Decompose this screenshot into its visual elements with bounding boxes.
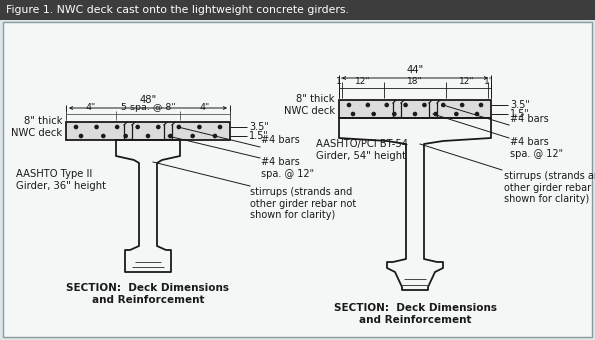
Text: 8" thick
NWC deck: 8" thick NWC deck — [11, 116, 62, 138]
Circle shape — [146, 134, 149, 138]
Circle shape — [198, 125, 201, 129]
Text: 4": 4" — [86, 103, 96, 112]
Circle shape — [95, 125, 98, 129]
Text: 12": 12" — [355, 77, 371, 86]
Text: stirrups (strands and
other girder rebar not
shown for clarity): stirrups (strands and other girder rebar… — [504, 171, 595, 204]
Text: AASHTO/PCI BT-54
Girder, 54" height: AASHTO/PCI BT-54 Girder, 54" height — [316, 139, 408, 161]
Text: #4 bars
spa. @ 12": #4 bars spa. @ 12" — [510, 137, 563, 158]
Circle shape — [480, 103, 483, 107]
Circle shape — [441, 103, 445, 107]
Text: 1": 1" — [484, 77, 494, 86]
Text: 48": 48" — [139, 95, 156, 105]
Text: 44": 44" — [406, 65, 424, 75]
Text: 3.5": 3.5" — [510, 100, 530, 110]
Circle shape — [218, 125, 221, 129]
Circle shape — [156, 125, 160, 129]
Circle shape — [475, 113, 478, 116]
Text: 12": 12" — [459, 77, 475, 86]
Text: 4": 4" — [200, 103, 210, 112]
Circle shape — [393, 113, 396, 116]
Circle shape — [169, 134, 172, 138]
Text: Figure 1. NWC deck cast onto the lightweight concrete girders.: Figure 1. NWC deck cast onto the lightwe… — [6, 5, 349, 15]
Circle shape — [191, 134, 194, 138]
Text: 1.5": 1.5" — [249, 131, 269, 141]
Bar — [0, 0, 595, 20]
Circle shape — [347, 103, 350, 107]
Circle shape — [102, 134, 105, 138]
Text: 18": 18" — [407, 77, 423, 86]
Circle shape — [423, 103, 426, 107]
Circle shape — [115, 125, 119, 129]
Text: 3.5": 3.5" — [249, 122, 269, 132]
Circle shape — [372, 113, 375, 116]
Circle shape — [434, 113, 437, 116]
Bar — [339, 100, 491, 118]
Text: #4 bars
spa. @ 12": #4 bars spa. @ 12" — [261, 157, 314, 178]
Text: #4 bars: #4 bars — [510, 114, 549, 124]
Text: SECTION:  Deck Dimensions
and Reinforcement: SECTION: Deck Dimensions and Reinforceme… — [67, 283, 230, 305]
Text: 1.5": 1.5" — [510, 109, 530, 119]
Text: 8" thick
NWC deck: 8" thick NWC deck — [284, 94, 335, 116]
Text: AASHTO Type II
Girder, 36" height: AASHTO Type II Girder, 36" height — [16, 169, 106, 191]
Circle shape — [404, 103, 407, 107]
Circle shape — [124, 134, 127, 138]
Circle shape — [385, 103, 389, 107]
Circle shape — [177, 125, 180, 129]
Circle shape — [214, 134, 217, 138]
Text: SECTION:  Deck Dimensions
and Reinforcement: SECTION: Deck Dimensions and Reinforceme… — [334, 303, 496, 325]
Circle shape — [414, 113, 416, 116]
Circle shape — [461, 103, 464, 107]
Text: #4 bars: #4 bars — [261, 135, 300, 145]
Circle shape — [74, 125, 77, 129]
Circle shape — [79, 134, 83, 138]
Circle shape — [136, 125, 139, 129]
Text: 1": 1" — [336, 77, 346, 86]
Circle shape — [352, 113, 355, 116]
Bar — [66, 122, 230, 140]
Circle shape — [455, 113, 458, 116]
Circle shape — [367, 103, 369, 107]
Text: stirrups (strands and
other girder rebar not
shown for clarity): stirrups (strands and other girder rebar… — [250, 187, 356, 220]
Text: 5 spa. @ 8": 5 spa. @ 8" — [121, 103, 176, 112]
